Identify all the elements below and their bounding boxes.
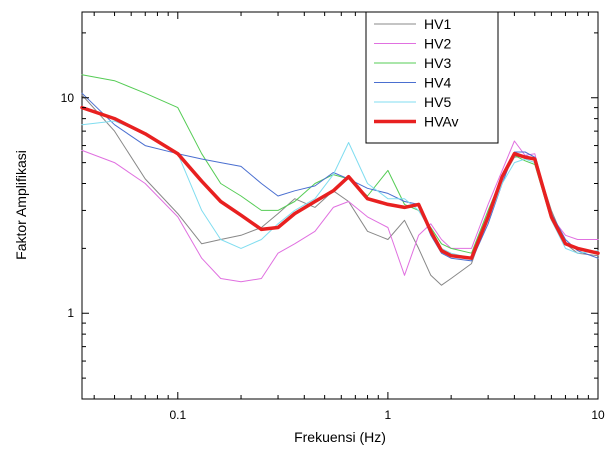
x-axis-title: Frekuensi (Hz) — [294, 429, 386, 445]
legend-label-hv4: HV4 — [424, 75, 451, 91]
x-tick-label: 10 — [591, 408, 605, 422]
y-tick-label: 1 — [67, 306, 74, 320]
legend-label-hv3: HV3 — [424, 55, 451, 71]
legend-label-hv5: HV5 — [424, 94, 451, 110]
x-tick-label: 1 — [385, 408, 392, 422]
plot-area — [81, 11, 599, 400]
y-axis-title: Faktor Amplifikasi — [13, 150, 29, 260]
series-line-hv2 — [81, 140, 599, 283]
legend-label-hvav: HVAv — [424, 114, 459, 130]
series-line-hv3 — [81, 74, 599, 254]
series-lines — [80, 74, 600, 286]
legend: HV1 HV2 HV3 HV4 HV5 HVAv — [365, 11, 499, 144]
legend-label-hv1: HV1 — [424, 16, 451, 32]
y-tick-label: 10 — [61, 91, 75, 105]
y-axis: 1 10 — [61, 32, 598, 400]
legend-label-hv2: HV2 — [424, 36, 451, 52]
series-line-hvav — [80, 105, 600, 260]
x-tick-label: 0.1 — [169, 408, 186, 422]
series-line-hv4 — [81, 92, 599, 262]
series-line-hv5 — [81, 120, 599, 259]
